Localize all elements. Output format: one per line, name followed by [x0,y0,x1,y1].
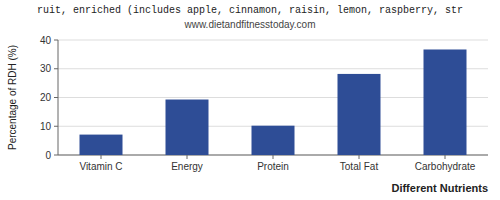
y-tick [54,155,58,156]
bar [80,135,123,155]
x-tick [445,155,446,159]
x-tick-label: Carbohydrate [415,161,476,172]
y-tick [54,126,58,127]
y-tick-label: 20 [40,92,52,103]
y-tick-label: 40 [40,35,52,46]
x-tick-label: Vitamin C [79,161,122,172]
x-tick [187,155,188,159]
bar [338,74,381,155]
grid [58,40,488,155]
x-tick [101,155,102,159]
bar [166,100,209,155]
x-tick-label: Protein [257,161,289,172]
chart: ruit, enriched (includes apple, cinnamon… [0,0,500,200]
x-axis-label: Different Nutrients [391,182,488,194]
grid-line [58,40,488,41]
x-tick-label: Energy [171,161,203,172]
bar [252,126,295,155]
y-tick-label: 0 [45,150,51,161]
y-tick-label: 10 [40,121,52,132]
y-axis-label: Percentage of RDH (%) [7,45,18,150]
x-tick-label: Total Fat [340,161,379,172]
bars [80,49,467,155]
x-tick [359,155,360,159]
bar [424,49,467,155]
y-tick-label: 30 [40,63,52,74]
y-axis-line [58,40,59,155]
chart-container: ruit, enriched (includes apple, cinnamon… [0,0,500,200]
title: ruit, enriched (includes apple, cinnamon… [37,5,463,16]
axes: 0 10 20 30 40 Vitamin C Energy Protein Total Fat… [40,35,488,173]
y-tick [54,97,58,98]
y-tick [54,68,58,69]
y-tick [54,40,58,41]
x-tick [273,155,274,159]
subtitle: www.dietandfitnesstoday.com [184,19,316,30]
